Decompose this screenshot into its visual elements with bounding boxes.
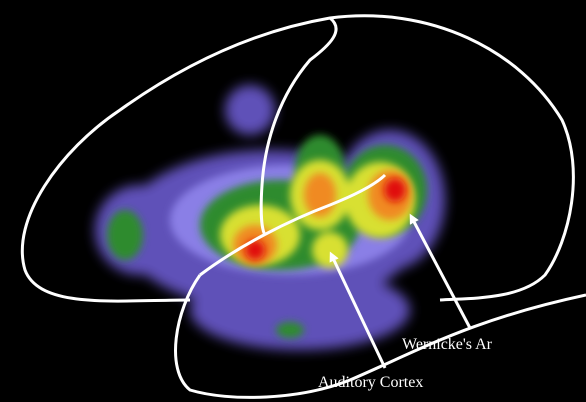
auditory-label: Auditory Cortex: [318, 374, 423, 391]
arrow-auditory: [329, 251, 387, 369]
arrow-wernicke: [409, 213, 472, 329]
pointer-arrows: [329, 213, 472, 369]
wernicke-label: Wernicke's Ar: [402, 336, 493, 353]
brain-outline: [20, 14, 586, 399]
